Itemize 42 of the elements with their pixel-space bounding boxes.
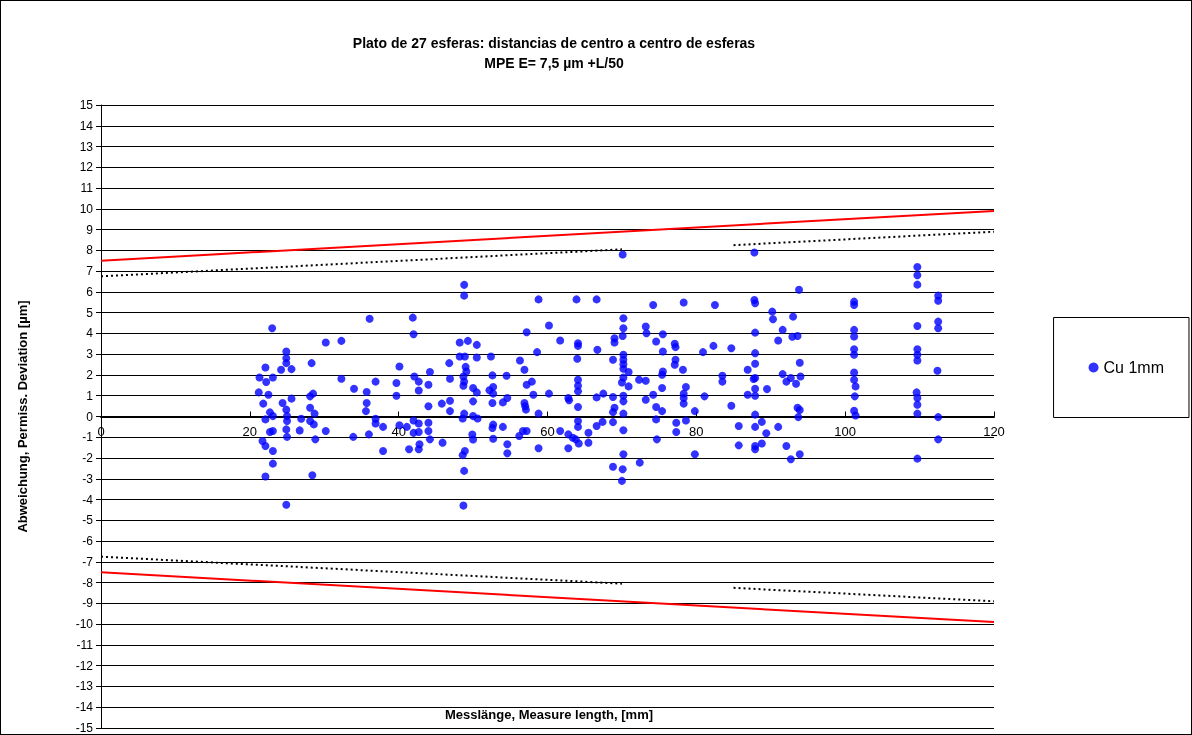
y-tick-label: -9: [82, 596, 94, 611]
y-tick-label: 15: [79, 98, 94, 112]
legend-label: Cu 1mm: [1103, 359, 1164, 376]
y-tick-label: 14: [79, 118, 94, 133]
y-tick-label: -13: [75, 679, 94, 694]
y-tick-label: 8: [86, 243, 94, 258]
chart-title: Plato de 27 esferas: distancias de centro a centro de esferas: [352, 35, 756, 51]
x-tick-label: 80: [689, 423, 704, 439]
y-tick-label: 12: [79, 160, 94, 175]
y-tick-label: -10: [75, 617, 94, 632]
chart-subtitle: MPE E= 7,5 µm +L/50: [484, 55, 624, 71]
y-tick-label: 4: [86, 326, 94, 341]
y-tick-label: -2: [82, 451, 94, 466]
x-tick-label: 60: [540, 423, 555, 439]
x-tick-label: 120: [983, 423, 1005, 439]
y-tick-label: 3: [86, 347, 94, 362]
y-tick-label: 11: [80, 181, 94, 196]
y-tick-label: 5: [86, 305, 94, 320]
x-tick-label: 40: [391, 423, 406, 439]
y-tick-label: 0: [86, 409, 94, 424]
y-tick-label: -8: [82, 575, 94, 590]
y-tick-label: -15: [75, 721, 94, 735]
y-tick-label: 9: [86, 222, 94, 237]
y-tick-label: -11: [76, 637, 94, 652]
y-tick-label: 7: [86, 264, 94, 279]
x-axis-title: Messlänge, Measure length, [mm]: [444, 707, 654, 722]
y-tick-label: -4: [82, 492, 94, 507]
y-tick-label: 13: [79, 139, 94, 154]
y-tick-label: 10: [79, 201, 94, 216]
y-tick-label: -1: [82, 430, 94, 445]
y-tick-label: 2: [86, 367, 94, 382]
y-tick-label: -5: [82, 513, 94, 528]
y-tick-label: -3: [82, 471, 94, 486]
y-tick-label: 1: [86, 388, 94, 403]
y-tick-label: -6: [82, 534, 94, 549]
y-tick-label: -7: [82, 554, 94, 569]
y-axis-title: Abweichung, Permiss. Deviation [µm]: [15, 300, 30, 533]
x-tick-label: 100: [834, 423, 857, 439]
y-tick-label: -14: [75, 700, 94, 715]
y-tick-label: -12: [75, 658, 94, 673]
y-tick-label: 6: [86, 284, 94, 299]
x-tick-label: 20: [242, 423, 258, 439]
